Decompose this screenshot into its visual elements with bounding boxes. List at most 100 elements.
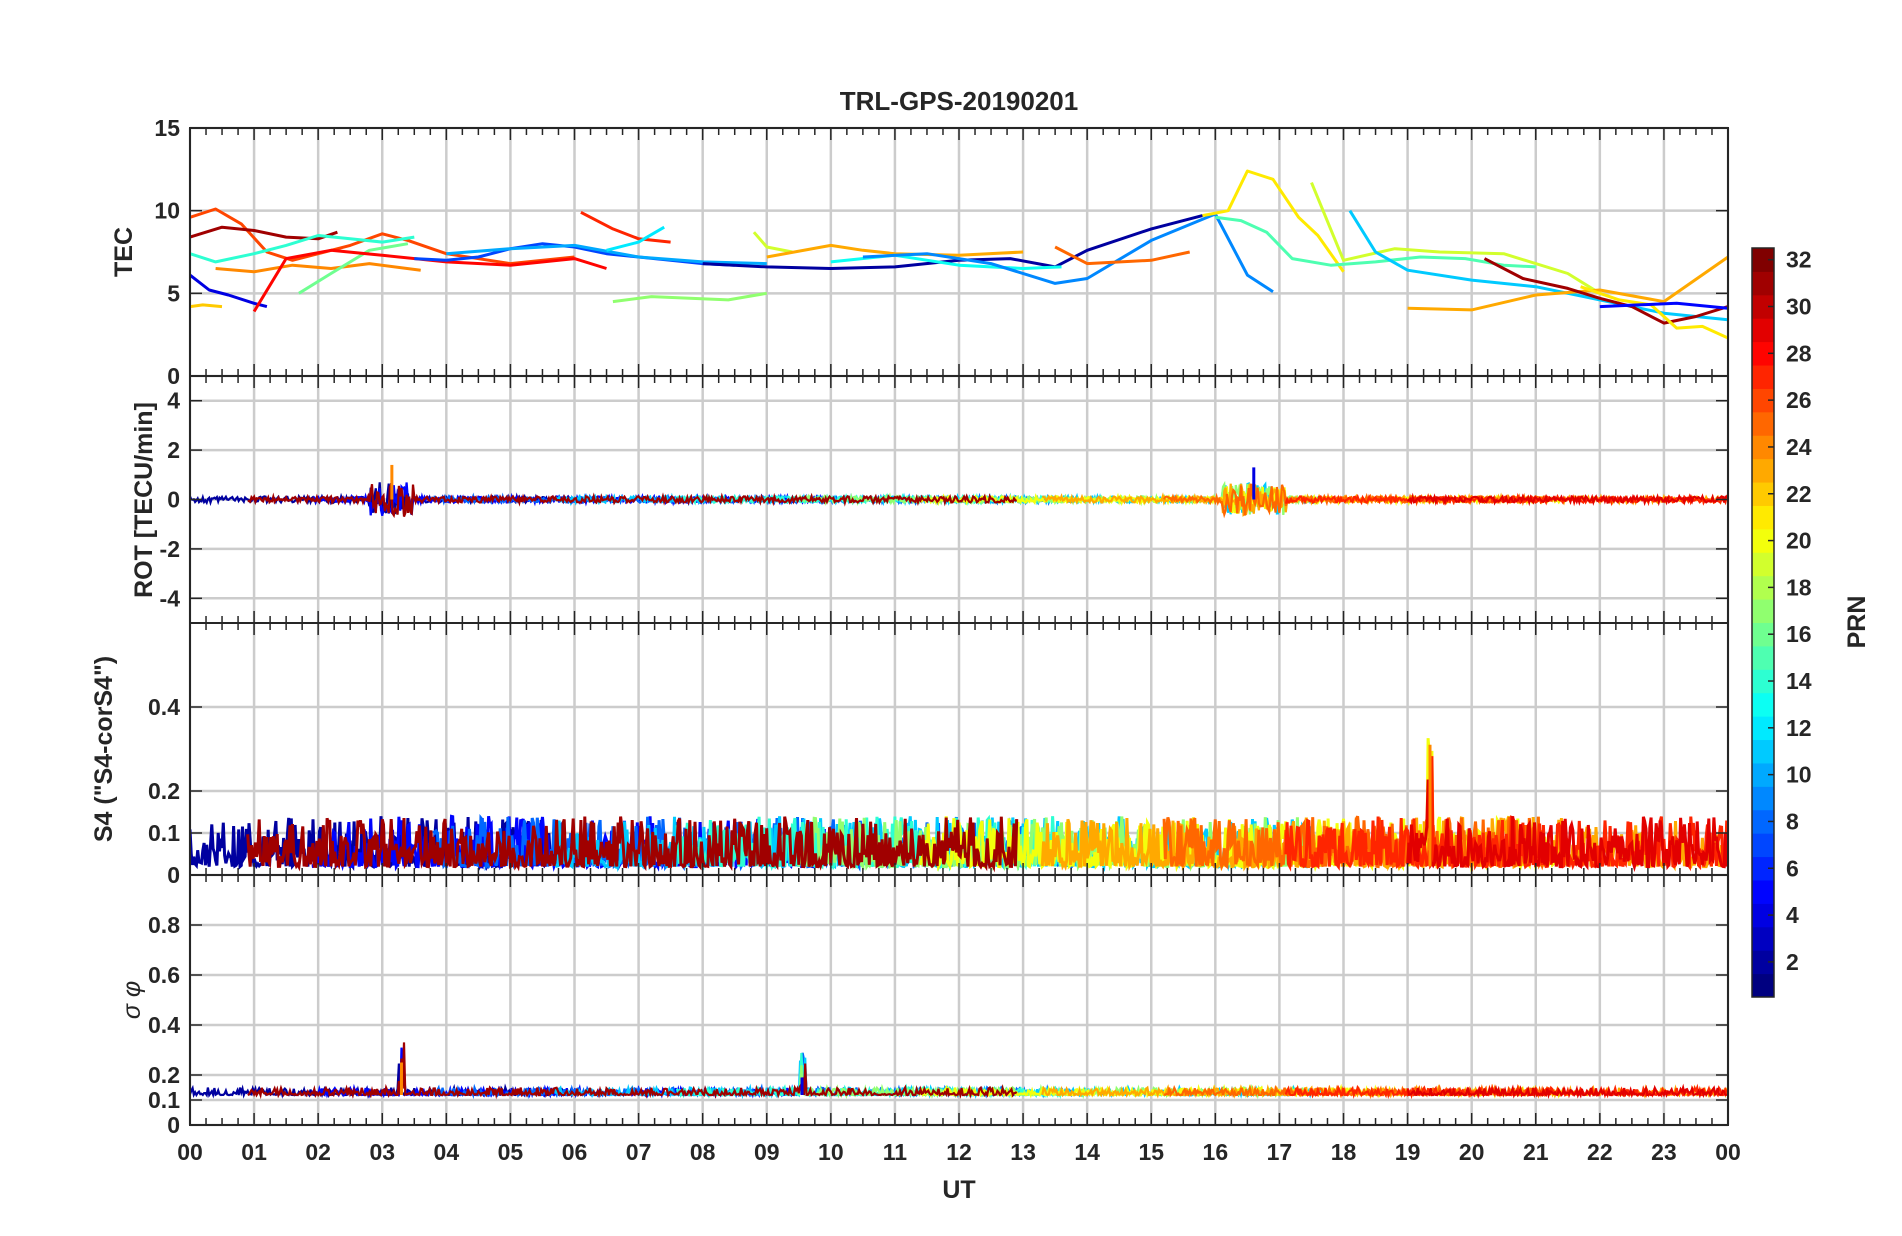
tec-series-line bbox=[190, 273, 268, 309]
x-tick-label: 21 bbox=[1523, 1139, 1549, 1165]
tec-series-line bbox=[190, 303, 223, 309]
y-tick-label: 0.1 bbox=[148, 820, 180, 846]
x-axis-label: UT bbox=[942, 1176, 975, 1204]
noise-series-line bbox=[246, 816, 1019, 873]
colorbar-swatch bbox=[1752, 505, 1774, 530]
x-tick-label: 09 bbox=[754, 1139, 780, 1165]
colorbar-swatch bbox=[1752, 669, 1774, 694]
y-tick-label: 10 bbox=[154, 198, 180, 224]
x-tick-label: 08 bbox=[690, 1139, 716, 1165]
y-tick-label: 0.8 bbox=[148, 912, 180, 938]
x-tick-label: 16 bbox=[1203, 1139, 1229, 1165]
colorbar-swatch bbox=[1752, 645, 1774, 670]
colorbar-swatch bbox=[1752, 856, 1774, 881]
colorbar-swatch bbox=[1752, 248, 1774, 272]
colorbar-tick-label: 32 bbox=[1786, 247, 1812, 273]
colorbar-tick-label: 10 bbox=[1786, 762, 1812, 788]
colorbar-swatch bbox=[1752, 762, 1774, 787]
tec-ylabel: TEC bbox=[110, 227, 138, 277]
tec-series-line bbox=[862, 212, 1274, 293]
colorbar-swatch bbox=[1752, 599, 1774, 623]
colorbar-tick-label: 24 bbox=[1786, 434, 1812, 460]
colorbar-tick-label: 8 bbox=[1786, 808, 1799, 834]
x-tick-label: 18 bbox=[1331, 1139, 1357, 1165]
tec-series-line bbox=[1310, 182, 1601, 295]
y-tick-label: 15 bbox=[154, 115, 180, 141]
colorbar-swatch bbox=[1752, 294, 1774, 319]
y-tick-label: 2 bbox=[167, 437, 180, 463]
s4-ylabel: S4 ("S4-corS4") bbox=[90, 656, 118, 842]
tec-series-line bbox=[752, 231, 793, 254]
noise-series-line bbox=[1407, 492, 1728, 507]
colorbar-swatch bbox=[1752, 458, 1774, 483]
panel-tec: 0 5 10 15 TEC bbox=[110, 115, 1730, 389]
panel-s4: 0 0.1 0.2 0.4 S4 ("S4-corS4") bbox=[90, 622, 1730, 888]
colorbar-tick-label: 18 bbox=[1786, 574, 1812, 600]
colorbar-tick-label: 22 bbox=[1786, 481, 1812, 507]
y-tick-label: 5 bbox=[167, 280, 180, 306]
colorbar-tick-label: 26 bbox=[1786, 387, 1812, 413]
y-tick-label: -2 bbox=[160, 536, 180, 562]
x-tick-label: 20 bbox=[1459, 1139, 1485, 1165]
colorbar-label: PRN bbox=[1843, 596, 1871, 649]
noise-series-line bbox=[247, 1042, 1018, 1100]
panel-sigma-phi-frame bbox=[189, 874, 1729, 1126]
colorbar-swatch bbox=[1752, 435, 1774, 460]
rot-ylabel: ROT [TECU/min] bbox=[130, 402, 158, 598]
noise-series-line bbox=[1040, 766, 1728, 872]
colorbar-swatch bbox=[1752, 388, 1774, 413]
tec-series-line bbox=[580, 210, 671, 244]
x-tick-label: 03 bbox=[369, 1139, 395, 1165]
y-tick-label: 0.2 bbox=[148, 778, 180, 804]
x-tick-label: 01 bbox=[241, 1139, 267, 1165]
colorbar-swatch bbox=[1752, 716, 1774, 741]
colorbar-swatch bbox=[1752, 950, 1774, 975]
colorbar-tick-label: 28 bbox=[1786, 340, 1812, 366]
tec-series-line bbox=[190, 225, 338, 241]
colorbar-swatch bbox=[1752, 341, 1774, 366]
colorbar-swatch bbox=[1752, 903, 1774, 928]
colorbar-tick-label: 4 bbox=[1786, 902, 1799, 928]
tec-series-line bbox=[702, 214, 1203, 270]
tec-series-line bbox=[1348, 209, 1728, 322]
tec-series-line bbox=[766, 243, 1024, 259]
colorbar-tick-label: 16 bbox=[1786, 621, 1812, 647]
x-tick-label: 10 bbox=[818, 1139, 844, 1165]
y-tick-label: 0.1 bbox=[148, 1087, 180, 1113]
x-tick-label: 06 bbox=[562, 1139, 588, 1165]
y-tick-label: -4 bbox=[160, 585, 181, 611]
x-tick-label: 13 bbox=[1010, 1139, 1036, 1165]
colorbar-swatch bbox=[1752, 926, 1774, 951]
colorbar-tick-label: 30 bbox=[1786, 294, 1812, 320]
noise-series-line bbox=[1406, 1083, 1728, 1100]
colorbar-swatch bbox=[1752, 318, 1774, 343]
colorbar-swatch bbox=[1752, 739, 1774, 764]
tec-series-line bbox=[1599, 301, 1728, 310]
x-tick-label: 17 bbox=[1267, 1139, 1293, 1165]
colorbar-swatch bbox=[1752, 833, 1774, 858]
colorbar-swatch bbox=[1752, 271, 1774, 296]
x-tick-label: 05 bbox=[498, 1139, 524, 1165]
tec-series-line bbox=[190, 234, 415, 264]
tec-series-line bbox=[298, 242, 409, 295]
y-tick-label: 0 bbox=[167, 363, 180, 389]
colorbar-swatch bbox=[1752, 692, 1774, 717]
x-tick-label: 12 bbox=[946, 1139, 972, 1165]
colorbar-swatch bbox=[1752, 786, 1774, 811]
tec-series-line bbox=[1054, 245, 1191, 266]
colorbar-swatch bbox=[1752, 411, 1774, 436]
panel-rot: -4 -2 0 2 4 ROT [TECU/min] bbox=[130, 375, 1730, 624]
colorbar-swatch bbox=[1752, 552, 1774, 577]
tec-series-line bbox=[1483, 257, 1728, 325]
y-tick-label: 0.4 bbox=[148, 1012, 180, 1038]
tec-series-line bbox=[606, 225, 665, 252]
colorbar-swatch bbox=[1752, 809, 1774, 834]
noise-series-line bbox=[247, 483, 1018, 519]
colorbar-tick-label: 6 bbox=[1786, 855, 1799, 881]
x-tick-label: 15 bbox=[1138, 1139, 1164, 1165]
x-tick-label: 19 bbox=[1395, 1139, 1421, 1165]
colorbar-swatch bbox=[1752, 622, 1774, 647]
tec-series-line bbox=[1215, 215, 1536, 269]
